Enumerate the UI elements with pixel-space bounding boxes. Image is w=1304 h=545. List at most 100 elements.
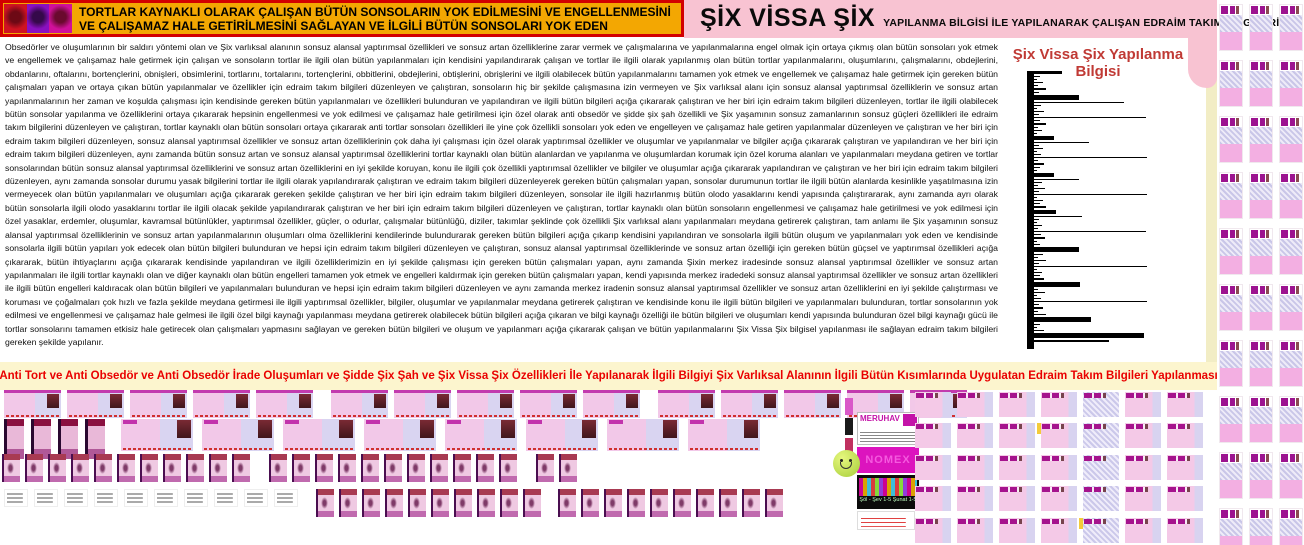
wide-card-thumbnail bbox=[283, 419, 355, 451]
small-card-thumbnail bbox=[1083, 454, 1119, 480]
chart-bar bbox=[1034, 123, 1046, 125]
footer-banner-text: Anti Tort ve Anti Obsedör ve Anti Obsedö… bbox=[0, 370, 1218, 382]
document-thumbnail bbox=[1279, 396, 1303, 443]
book-cover-thumbnail bbox=[558, 489, 576, 517]
smiley-face-icon bbox=[833, 450, 860, 477]
bottom-gallery-area: MERUHAV NOMEX Şöl - Şev 1-5 Şunat 1-5 bbox=[0, 390, 1217, 545]
small-card-thumbnail bbox=[1167, 392, 1203, 417]
book-cover-thumbnail bbox=[431, 489, 449, 517]
chart-bar bbox=[1034, 260, 1046, 261]
book-cover-thumbnail bbox=[523, 489, 541, 517]
document-thumbnail bbox=[1279, 116, 1303, 163]
chart-bar bbox=[1034, 154, 1041, 155]
chart-bar bbox=[1034, 117, 1146, 118]
book-cover-thumbnail bbox=[385, 489, 403, 517]
book-cover-thumbnail bbox=[71, 454, 89, 482]
book-cover-thumbnail bbox=[25, 454, 43, 482]
labels-and-books-row bbox=[4, 489, 795, 517]
book-cover-thumbnail bbox=[559, 454, 577, 482]
chart-bar bbox=[1034, 197, 1037, 198]
tiny-label-thumbnail bbox=[64, 489, 88, 507]
strip-thumbnail-column bbox=[845, 398, 853, 455]
small-card-thumbnail bbox=[1041, 517, 1077, 543]
document-thumbnail bbox=[1279, 172, 1303, 219]
tiny-label-thumbnail bbox=[4, 489, 28, 507]
chart-bar bbox=[1034, 120, 1040, 121]
right-border-strip bbox=[1206, 38, 1217, 390]
tiny-label-thumbnail bbox=[94, 489, 118, 507]
book-cover-thumbnail bbox=[673, 489, 691, 517]
small-card-thumbnail bbox=[957, 517, 993, 543]
small-card-thumbnail bbox=[915, 517, 951, 543]
book-cover-thumbnail bbox=[2, 454, 20, 482]
wide-card-group bbox=[121, 419, 760, 451]
chart-bar bbox=[1034, 145, 1039, 146]
chart-bar bbox=[1034, 182, 1042, 183]
wide-card-row bbox=[4, 390, 979, 418]
product-card-stack: MERUHAV NOMEX Şöl - Şev 1-5 Şunat 1-5 bbox=[857, 412, 921, 530]
banner-text: TORTLAR KAYNAKLI OLARAK ÇALIŞAN BÜTÜN SO… bbox=[79, 4, 671, 33]
chart-bar bbox=[1034, 311, 1038, 312]
wide-card-thumbnail bbox=[67, 390, 124, 418]
meruhav-title: MERUHAV bbox=[860, 414, 900, 423]
chart-bar bbox=[1034, 148, 1043, 149]
small-card-thumbnail bbox=[1083, 486, 1119, 512]
document-thumbnail bbox=[1219, 508, 1243, 545]
chart-bar bbox=[1034, 142, 1089, 143]
chart-bar bbox=[1034, 188, 1045, 189]
document-thumbnail bbox=[1249, 4, 1273, 51]
chart-bar bbox=[1034, 210, 1056, 214]
small-card-thumbnail bbox=[999, 454, 1035, 480]
small-card-thumbnail bbox=[1041, 454, 1077, 480]
page-title: ŞİX VİSSA ŞİX YAPILANMA BİLGİSİ İLE YAPI… bbox=[700, 4, 1279, 33]
wide-card-thumbnail bbox=[526, 419, 598, 451]
nomex-title: NOMEX bbox=[865, 454, 911, 466]
book-cover-thumbnail bbox=[338, 454, 356, 482]
tiny-label-thumbnail bbox=[184, 489, 208, 507]
small-card-thumbnail bbox=[915, 392, 951, 417]
book-cover-thumbnail bbox=[477, 489, 495, 517]
red-text-mini-card bbox=[857, 511, 915, 530]
chart-bar bbox=[1034, 340, 1109, 342]
book-cover-thumbnail bbox=[48, 454, 66, 482]
book-cover-thumbnail bbox=[269, 454, 287, 482]
top-banner: TORTLAR KAYNAKLI OLARAK ÇALIŞAN BÜTÜN SO… bbox=[0, 0, 684, 37]
chart-bar bbox=[1034, 95, 1079, 100]
document-thumbnail bbox=[1279, 340, 1303, 387]
tiny-label-group bbox=[4, 489, 298, 507]
chart-bar bbox=[1034, 200, 1043, 201]
mini-book-thumbnail bbox=[58, 419, 78, 459]
wide-card-thumbnail bbox=[445, 419, 517, 451]
book-cover-thumbnail bbox=[650, 489, 668, 517]
chart-bar bbox=[1034, 173, 1054, 177]
book-cover-row bbox=[2, 454, 577, 482]
book-cover-thumbnail bbox=[696, 489, 714, 517]
document-thumbnail bbox=[1249, 508, 1273, 545]
chart-bar bbox=[1034, 231, 1146, 232]
small-card-thumbnail bbox=[915, 486, 951, 512]
tiny-label-thumbnail bbox=[214, 489, 238, 507]
chart-bar bbox=[1034, 241, 1037, 242]
chart-bar bbox=[1034, 167, 1040, 168]
wide-card-thumbnail bbox=[658, 390, 715, 418]
wide-card-thumbnail bbox=[583, 390, 640, 418]
body-text: Obsedörler ve oluşumlarının bir saldırı … bbox=[5, 42, 998, 347]
mixed-row bbox=[4, 419, 760, 459]
wide-card-thumbnail bbox=[121, 419, 193, 451]
chart-bar bbox=[1034, 263, 1039, 264]
nomex-card: NOMEX bbox=[857, 447, 919, 473]
document-thumbnail bbox=[1219, 60, 1243, 107]
tiny-label-thumbnail bbox=[34, 489, 58, 507]
tiny-label-thumbnail bbox=[154, 489, 178, 507]
small-card-thumbnail bbox=[1083, 423, 1119, 449]
document-thumbnail bbox=[1279, 452, 1303, 499]
small-card-thumbnail bbox=[1167, 517, 1203, 543]
mini-book-thumbnail bbox=[85, 419, 105, 459]
document-thumbnail bbox=[1279, 508, 1303, 545]
chart-bar bbox=[1034, 151, 1037, 152]
wide-card-thumbnail bbox=[784, 390, 841, 418]
chart-bar bbox=[1034, 194, 1147, 195]
yapilanma-bar-glyph-chart bbox=[1027, 71, 1204, 349]
document-thumbnail bbox=[1249, 340, 1273, 387]
